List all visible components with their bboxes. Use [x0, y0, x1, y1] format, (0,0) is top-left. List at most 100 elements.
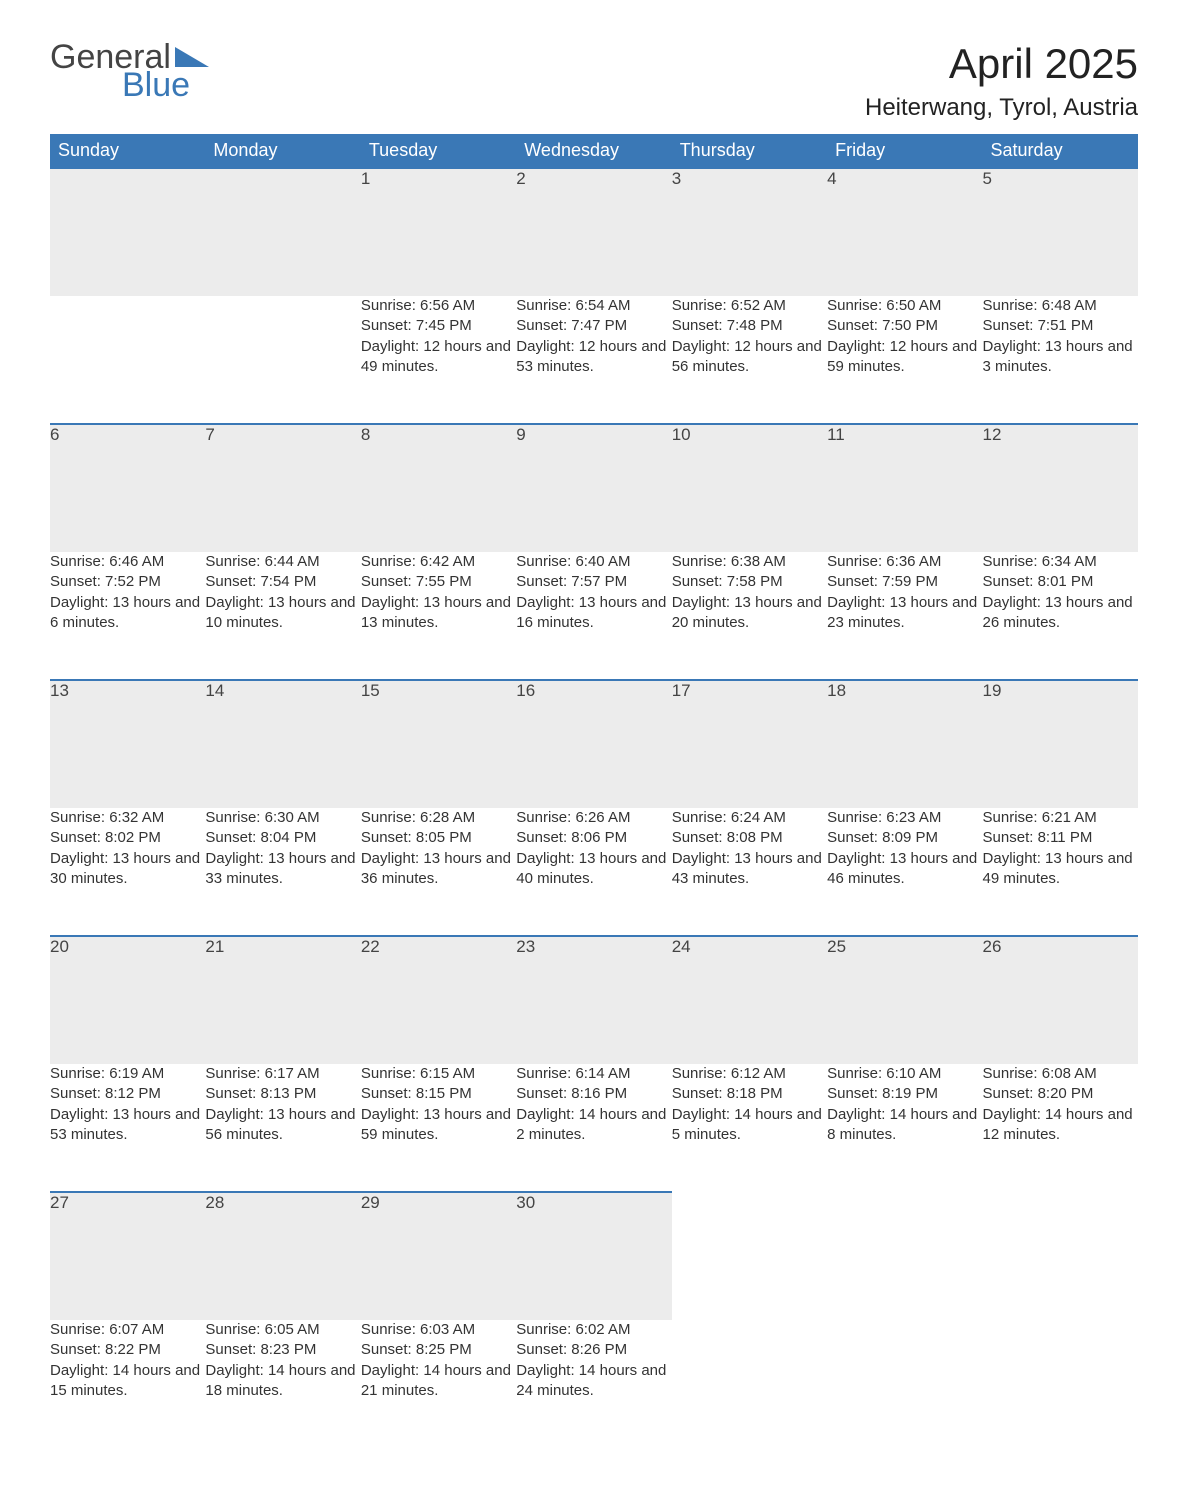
sunset: Sunset: 7:58 PM	[672, 572, 827, 592]
sunrise: Sunrise: 6:40 AM	[516, 552, 671, 572]
daylight: Daylight: 13 hours and 59 minutes.	[361, 1105, 516, 1146]
sunset: Sunset: 8:11 PM	[983, 828, 1138, 848]
sunrise: Sunrise: 6:21 AM	[983, 808, 1138, 828]
sunset: Sunset: 7:48 PM	[672, 316, 827, 336]
daylight: Daylight: 13 hours and 26 minutes.	[983, 593, 1138, 634]
daylight: Daylight: 14 hours and 8 minutes.	[827, 1105, 982, 1146]
daylight: Daylight: 13 hours and 49 minutes.	[983, 849, 1138, 890]
day-number-row: 27282930	[50, 1192, 1138, 1320]
day-details-cell: Sunrise: 6:26 AMSunset: 8:06 PMDaylight:…	[516, 808, 671, 936]
day-number-cell: 7	[205, 424, 360, 552]
sunrise: Sunrise: 6:32 AM	[50, 808, 205, 828]
weekday-header: Saturday	[983, 134, 1138, 168]
sunset: Sunset: 8:20 PM	[983, 1084, 1138, 1104]
daylight: Daylight: 13 hours and 30 minutes.	[50, 849, 205, 890]
sunset: Sunset: 8:05 PM	[361, 828, 516, 848]
day-details-cell: Sunrise: 6:50 AMSunset: 7:50 PMDaylight:…	[827, 296, 982, 424]
sunset: Sunset: 7:50 PM	[827, 316, 982, 336]
sunset: Sunset: 8:08 PM	[672, 828, 827, 848]
sunset: Sunset: 7:51 PM	[983, 316, 1138, 336]
day-number-cell: 2	[516, 168, 671, 296]
day-number-cell: 25	[827, 936, 982, 1064]
day-details-cell: Sunrise: 6:17 AMSunset: 8:13 PMDaylight:…	[205, 1064, 360, 1192]
day-details-cell	[672, 1320, 827, 1448]
day-details-cell: Sunrise: 6:02 AMSunset: 8:26 PMDaylight:…	[516, 1320, 671, 1448]
sunset: Sunset: 8:12 PM	[50, 1084, 205, 1104]
day-details-cell: Sunrise: 6:32 AMSunset: 8:02 PMDaylight:…	[50, 808, 205, 936]
sunset: Sunset: 7:52 PM	[50, 572, 205, 592]
day-details-row: Sunrise: 6:46 AMSunset: 7:52 PMDaylight:…	[50, 552, 1138, 680]
day-number-cell: 11	[827, 424, 982, 552]
sunset: Sunset: 7:54 PM	[205, 572, 360, 592]
day-number-cell: 8	[361, 424, 516, 552]
sunset: Sunset: 8:23 PM	[205, 1340, 360, 1360]
sunrise: Sunrise: 6:52 AM	[672, 296, 827, 316]
daylight: Daylight: 12 hours and 53 minutes.	[516, 337, 671, 378]
day-details-cell: Sunrise: 6:34 AMSunset: 8:01 PMDaylight:…	[983, 552, 1138, 680]
sunrise: Sunrise: 6:30 AM	[205, 808, 360, 828]
day-details-cell	[50, 296, 205, 424]
day-number-cell: 24	[672, 936, 827, 1064]
day-details-cell: Sunrise: 6:28 AMSunset: 8:05 PMDaylight:…	[361, 808, 516, 936]
weekday-header: Friday	[827, 134, 982, 168]
sunrise: Sunrise: 6:48 AM	[983, 296, 1138, 316]
day-number-cell: 15	[361, 680, 516, 808]
day-details-row: Sunrise: 6:32 AMSunset: 8:02 PMDaylight:…	[50, 808, 1138, 936]
day-number-cell: 1	[361, 168, 516, 296]
day-details-cell: Sunrise: 6:14 AMSunset: 8:16 PMDaylight:…	[516, 1064, 671, 1192]
day-number-cell: 10	[672, 424, 827, 552]
day-number-cell	[983, 1192, 1138, 1320]
day-number-cell: 21	[205, 936, 360, 1064]
sunset: Sunset: 7:45 PM	[361, 316, 516, 336]
sunrise: Sunrise: 6:24 AM	[672, 808, 827, 828]
sunrise: Sunrise: 6:26 AM	[516, 808, 671, 828]
day-number-cell: 16	[516, 680, 671, 808]
logo: General Blue	[50, 40, 209, 102]
location: Heiterwang, Tyrol, Austria	[865, 94, 1138, 122]
day-details-cell: Sunrise: 6:03 AMSunset: 8:25 PMDaylight:…	[361, 1320, 516, 1448]
day-details-cell: Sunrise: 6:08 AMSunset: 8:20 PMDaylight:…	[983, 1064, 1138, 1192]
daylight: Daylight: 13 hours and 56 minutes.	[205, 1105, 360, 1146]
day-number-cell: 22	[361, 936, 516, 1064]
day-details-cell: Sunrise: 6:46 AMSunset: 7:52 PMDaylight:…	[50, 552, 205, 680]
day-number-row: 6789101112	[50, 424, 1138, 552]
day-number-cell: 26	[983, 936, 1138, 1064]
sunset: Sunset: 7:57 PM	[516, 572, 671, 592]
sunset: Sunset: 8:01 PM	[983, 572, 1138, 592]
sunrise: Sunrise: 6:15 AM	[361, 1064, 516, 1084]
day-details-cell: Sunrise: 6:48 AMSunset: 7:51 PMDaylight:…	[983, 296, 1138, 424]
sunrise: Sunrise: 6:02 AM	[516, 1320, 671, 1340]
day-number-cell: 3	[672, 168, 827, 296]
sunset: Sunset: 8:26 PM	[516, 1340, 671, 1360]
day-number-cell	[672, 1192, 827, 1320]
day-details-cell: Sunrise: 6:38 AMSunset: 7:58 PMDaylight:…	[672, 552, 827, 680]
day-number-cell: 17	[672, 680, 827, 808]
daylight: Daylight: 12 hours and 49 minutes.	[361, 337, 516, 378]
sunset: Sunset: 8:04 PM	[205, 828, 360, 848]
daylight: Daylight: 14 hours and 24 minutes.	[516, 1361, 671, 1402]
day-number-cell	[50, 168, 205, 296]
day-number-cell: 18	[827, 680, 982, 808]
day-number-cell: 14	[205, 680, 360, 808]
day-details-cell	[827, 1320, 982, 1448]
day-details-cell: Sunrise: 6:15 AMSunset: 8:15 PMDaylight:…	[361, 1064, 516, 1192]
day-details-cell: Sunrise: 6:30 AMSunset: 8:04 PMDaylight:…	[205, 808, 360, 936]
sunrise: Sunrise: 6:28 AM	[361, 808, 516, 828]
sunrise: Sunrise: 6:17 AM	[205, 1064, 360, 1084]
sunrise: Sunrise: 6:38 AM	[672, 552, 827, 572]
day-details-cell	[205, 296, 360, 424]
weekday-header: Wednesday	[516, 134, 671, 168]
sunrise: Sunrise: 6:07 AM	[50, 1320, 205, 1340]
day-number-cell: 23	[516, 936, 671, 1064]
day-number-row: 20212223242526	[50, 936, 1138, 1064]
daylight: Daylight: 13 hours and 40 minutes.	[516, 849, 671, 890]
daylight: Daylight: 13 hours and 43 minutes.	[672, 849, 827, 890]
day-number-cell: 9	[516, 424, 671, 552]
day-number-cell: 6	[50, 424, 205, 552]
day-number-cell: 5	[983, 168, 1138, 296]
sunrise: Sunrise: 6:19 AM	[50, 1064, 205, 1084]
day-details-cell: Sunrise: 6:54 AMSunset: 7:47 PMDaylight:…	[516, 296, 671, 424]
daylight: Daylight: 13 hours and 16 minutes.	[516, 593, 671, 634]
sunrise: Sunrise: 6:42 AM	[361, 552, 516, 572]
day-details-cell: Sunrise: 6:05 AMSunset: 8:23 PMDaylight:…	[205, 1320, 360, 1448]
